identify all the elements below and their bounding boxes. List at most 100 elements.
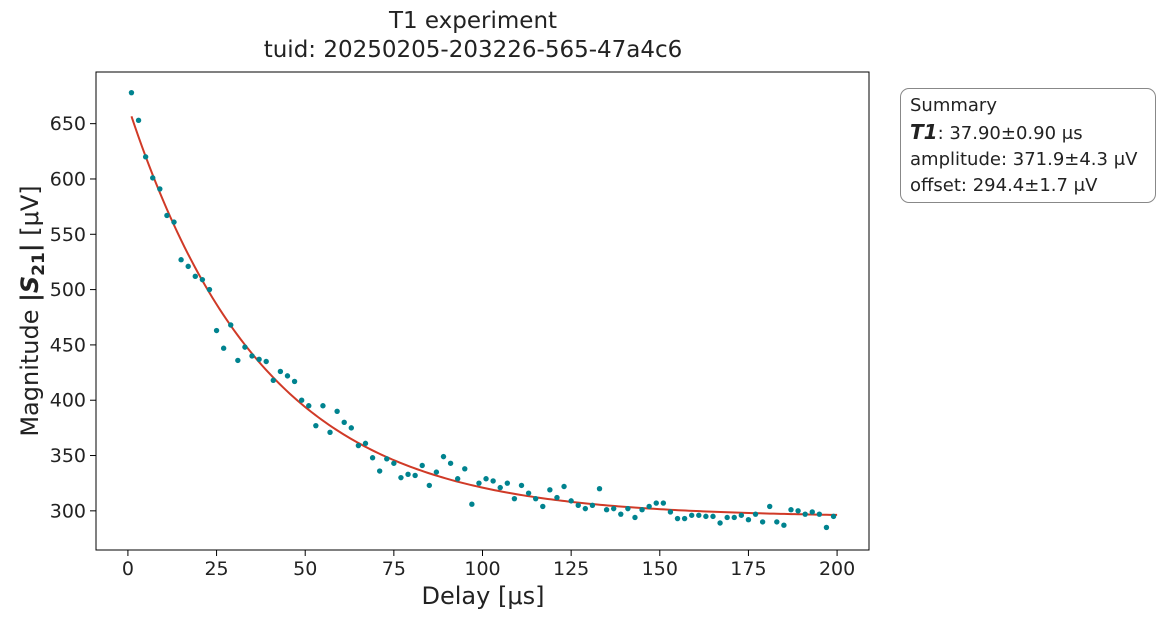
x-tick-label: 0 [122,558,134,580]
data-point [823,524,830,531]
data-point [745,516,752,523]
data-point [462,466,468,472]
data-point [157,186,163,192]
data-point [738,512,745,518]
data-point [391,460,397,466]
chart-title-line2: tuid: 20250205-203226-565-47a4c6 [264,37,683,63]
data-point [369,455,376,461]
data-point [150,175,156,181]
data-point [476,480,482,486]
data-point [752,511,759,517]
data-point [540,503,546,510]
plot-area-frame [95,71,870,551]
data-point [320,403,326,409]
data-point [660,500,667,506]
data-point [625,505,631,512]
data-point [653,500,659,506]
x-tick-label: 200 [819,558,855,580]
data-point [454,476,461,482]
x-tick-label: 75 [382,558,406,580]
x-tick-label: 50 [293,558,317,580]
data-point [582,505,589,512]
data-point [277,368,284,375]
summary-t1-value: : 37.90±0.90 μs [937,123,1083,144]
data-point [511,495,518,502]
data-point [568,498,574,504]
y-axis-label-prefix: Magnitude [16,302,44,437]
data-point [809,509,815,515]
data-point [525,490,532,496]
data-point [178,257,184,263]
data-point [206,286,213,293]
data-point [554,494,560,501]
data-point [561,483,567,490]
data-point [589,502,596,509]
data-point [341,419,347,426]
x-tick-label: 125 [553,558,589,580]
data-point [689,512,695,518]
data-point [270,377,276,384]
x-tick-label: 100 [464,558,500,580]
data-point [696,512,702,518]
data-point [220,345,227,351]
y-axis-label-symbol-close: | [16,243,44,252]
data-point [228,322,234,328]
data-point [724,514,730,521]
data-point [830,513,837,520]
data-point [405,471,411,478]
data-point [802,511,808,517]
data-point [618,511,624,517]
summary-amplitude: amplitude: 371.9±4.3 μV [910,149,1138,170]
data-point [199,276,206,283]
data-point [575,502,581,509]
data-point [384,456,390,462]
data-point [284,373,291,379]
y-axis-label-symbol: |S [16,276,44,302]
data-point [313,422,319,429]
data-point [759,519,766,525]
data-point [667,509,674,515]
data-point [249,353,255,359]
data-point [788,507,794,513]
data-point [469,501,475,507]
summary-t1: T1: 37.90±0.90 μs [910,119,1146,147]
y-axis-label-unit: [μV] [16,185,44,243]
summary-box: Summary T1: 37.90±0.90 μs amplitude: 371… [900,88,1156,203]
data-point [547,487,553,493]
data-point [192,273,198,280]
y-tick-label: 500 [50,279,86,301]
data-point [632,514,638,521]
data-point [348,425,355,431]
data-point [142,154,149,160]
data-point [731,514,737,521]
data-point [483,476,489,482]
data-point [171,219,177,225]
y-tick-label: 550 [50,224,86,246]
data-point [490,478,496,484]
y-axis: 300 350 400 450 500 550 600 650 [50,113,96,522]
data-point [164,212,170,219]
data-point [795,508,801,514]
x-tick-label: 25 [204,558,228,580]
summary-t1-name: T1 [910,120,938,144]
x-tick-label: 175 [730,558,766,580]
data-point [674,515,681,522]
data-point [532,495,539,502]
data-point [426,482,433,489]
data-point [774,519,780,525]
summary-heading: Summary [910,95,997,116]
data-point [681,515,688,522]
data-point [504,480,511,486]
data-point [263,358,269,365]
data-point [306,403,312,409]
data-point [291,378,298,385]
y-tick-label: 600 [50,168,86,190]
chart-title: T1 experiment tuid: 20250205-203226-565-… [264,8,683,63]
x-tick-label: 150 [642,558,678,580]
data-point [433,469,440,475]
data-point [128,89,135,96]
data-point [135,117,142,124]
x-axis-label: Delay [μs] [422,582,545,610]
data-point [710,513,716,520]
